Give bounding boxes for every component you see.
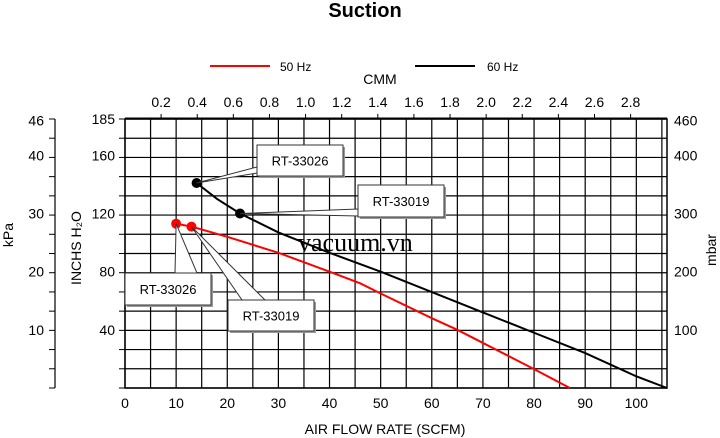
x2-tick-label: 1.0: [296, 94, 316, 110]
mbar-axis-label: mbar: [703, 234, 719, 266]
mbar-tick-label: 460: [674, 112, 698, 128]
x2-tick-label: 2.2: [513, 94, 533, 110]
callout-label: RT-33026: [272, 154, 329, 169]
mbar-tick-label: 100: [674, 322, 698, 338]
kpa-tick-label: 20: [28, 264, 44, 280]
y-axis-label: INCHS H₂O: [68, 211, 84, 285]
kpa-tick-label: 30: [28, 206, 44, 222]
x-tick-label: 30: [271, 395, 287, 411]
mbar-tick-label: 400: [674, 147, 698, 163]
x2-tick-label: 2.4: [549, 94, 569, 110]
x2-tick-label: 1.4: [368, 94, 388, 110]
y-tick-label: 120: [92, 206, 116, 222]
x2-tick-label: 2.6: [585, 94, 605, 110]
x-tick-label: 0: [121, 395, 129, 411]
x-tick-label: 90: [577, 395, 593, 411]
x2-tick-label: 0.4: [187, 94, 207, 110]
x2-tick-label: 2.8: [621, 94, 641, 110]
x2-tick-label: 1.8: [440, 94, 460, 110]
chart-title: Suction: [328, 0, 401, 22]
x-tick-label: 100: [625, 395, 649, 411]
x-tick-label: 80: [526, 395, 542, 411]
callout-label: RT-33019: [373, 194, 430, 209]
x2-tick-label: 0.6: [224, 94, 244, 110]
x-tick-label: 40: [322, 395, 338, 411]
x2-tick-label: 0.2: [151, 94, 171, 110]
series-line-50-Hz: [175, 222, 571, 389]
callout-box: [227, 299, 315, 332]
x-tick-label: 60: [424, 395, 440, 411]
legend: 50 Hz 60 Hz: [210, 60, 518, 74]
mbar-tick-label: 200: [674, 264, 698, 280]
y-tick-label: 160: [92, 147, 116, 163]
x2-tick-label: 2.0: [476, 94, 496, 110]
kpa-tick-label: 10: [28, 322, 44, 338]
x2-axis-label: CMM: [363, 71, 396, 87]
x-tick-label: 50: [373, 395, 389, 411]
callout-box: [357, 184, 445, 218]
callout-box: [256, 144, 344, 177]
callout-pointer: [174, 223, 198, 274]
axes: 0 10 20 30 40 50 60 70 80 90 100 0.2 0.4 0.6 0.8 1.0 1.2…: [28, 94, 697, 411]
x2-tick-label: 0.8: [260, 94, 280, 110]
x-tick-label: 10: [168, 395, 184, 411]
callout-label: RT-33019: [243, 309, 300, 324]
series: [171, 177, 668, 389]
x-axis-label: AIR FLOW RATE (SCFM): [305, 421, 466, 437]
y-tick-label: 80: [99, 264, 115, 280]
callouts: RT-33026 RT-33019 RT-33026 RT-33019: [124, 144, 446, 333]
y-tick-label: 185: [92, 111, 116, 127]
y-tick-label: 40: [99, 322, 115, 338]
kpa-tick-label: 40: [28, 147, 44, 163]
legend-label: 60 Hz: [487, 60, 518, 74]
kpa-tick-label: 46: [28, 112, 44, 128]
x-tick-label: 70: [475, 395, 491, 411]
watermark: vacuum.vn: [298, 228, 413, 257]
legend-label: 50 Hz: [280, 60, 311, 74]
kpa-axis-label: kPa: [0, 223, 16, 247]
callout-label: RT-33026: [140, 282, 197, 297]
mbar-tick-label: 300: [674, 206, 698, 222]
x2-tick-label: 1.2: [332, 94, 352, 110]
callout-box: [124, 272, 212, 306]
x2-tick-label: 1.6: [404, 94, 424, 110]
x-tick-label: 20: [219, 395, 235, 411]
